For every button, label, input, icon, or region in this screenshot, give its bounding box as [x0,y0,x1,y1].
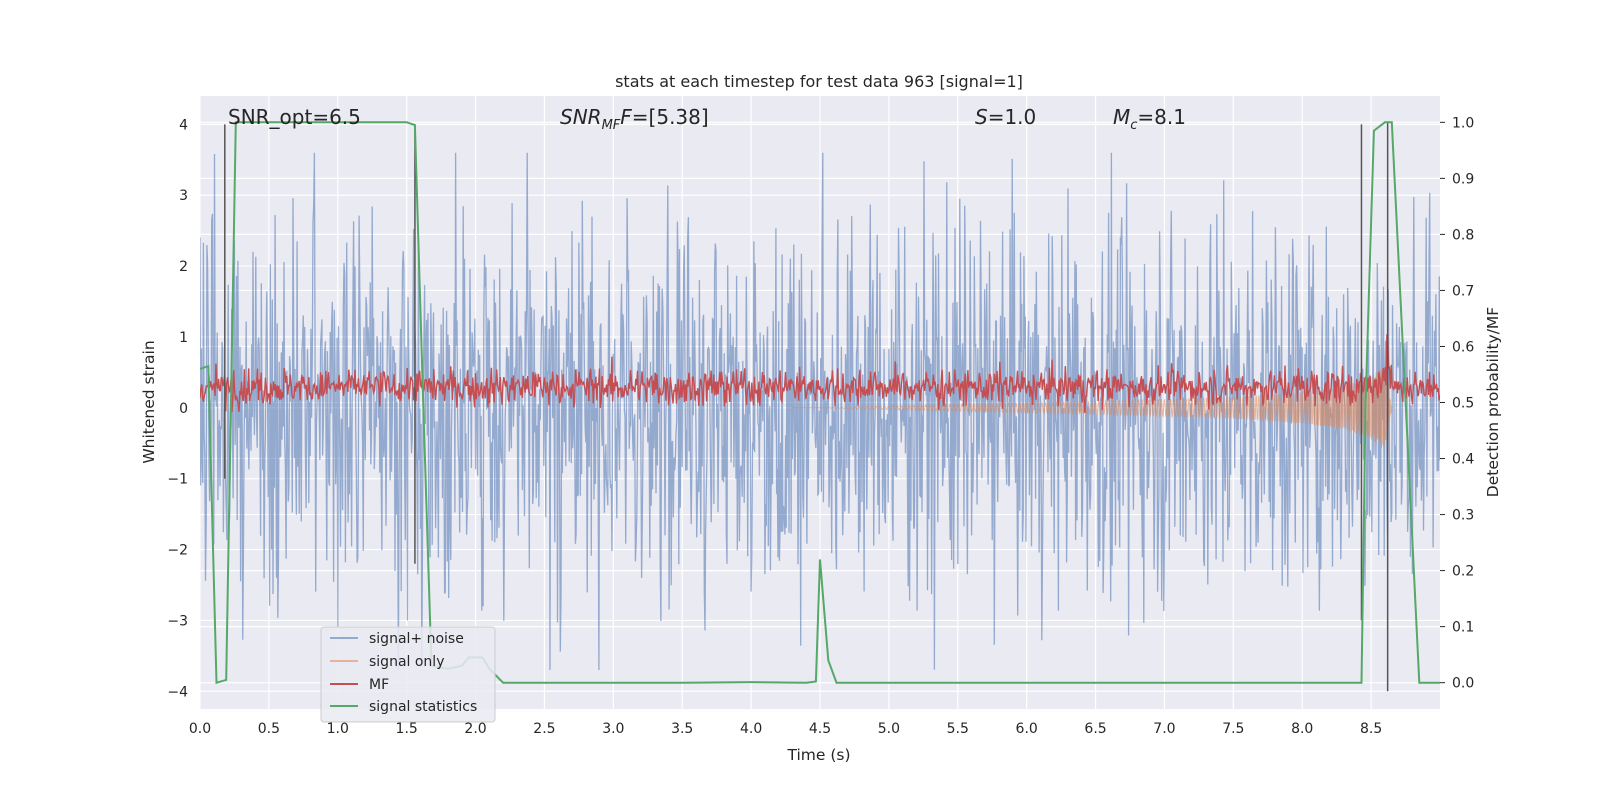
legend-box [320,626,496,723]
annotation-mc-sub: c [1130,118,1137,133]
legend-label-signal-noise: signal+ noise [369,631,464,647]
chart-title: stats at each timestep for test data 963… [615,72,1023,91]
annotation-mc-base: M [1113,105,1130,129]
y-left-tick-label: −3 [167,613,188,629]
x-tick-label: 5.0 [878,721,900,737]
x-tick-label: 8.5 [1360,721,1382,737]
annotation-snr-opt: SNR_opt=6.5 [228,105,361,129]
legend: signal+ noise signal only MF signal stat… [320,626,496,723]
series-signal-only-line [792,366,1394,449]
x-tick-label: 3.0 [602,721,624,737]
x-tick-label: 4.5 [809,721,831,737]
annotation-s: S=1.0 [975,105,1036,129]
y-right-tick-label: 0.8 [1452,227,1474,243]
y-left-tick-label: −2 [167,543,188,559]
x-tick-label: 0.5 [258,721,280,737]
data-layer [200,121,1440,692]
y-right-tick-label: 0.5 [1452,396,1474,412]
x-tick-label: 3.5 [671,721,693,737]
x-tick-label: 4.0 [740,721,762,737]
y-axis-label-right: Detection probability/MF [1484,307,1502,498]
y-left-tick-label: 2 [179,259,188,275]
annotation-snr-mf-sub: MF [602,118,621,133]
y-axis-label-left: Whitened strain [140,340,158,463]
legend-label-mf: MF [369,677,389,693]
series-signal-noise-line [200,152,1440,671]
annotation-snr-mf-f: F [620,105,632,129]
y-left-tick-label: 0 [179,401,188,417]
ticks: 0.0 0.5 1.0 1.5 2.0 2.5 3.0 3.5 4.0 4.5 5.0 5.5 6.0 6… [167,115,1474,737]
legend-label-signal-only: signal only [369,654,444,670]
y-right-tick-label: 1.0 [1452,115,1474,131]
annotation-s-symbol: S [975,105,988,129]
x-tick-label: 6.5 [1084,721,1106,737]
y-right-tick-label: 0.2 [1452,564,1474,580]
y-right-tick-label: 0.6 [1452,339,1474,355]
annotation-snr-mf-value: =[5.38] [632,105,709,129]
annotation-s-value: =1.0 [988,105,1037,129]
annotation-snr-mf: SNRMFF=[5.38] [560,105,709,133]
y-right-tick-label: 0.9 [1452,171,1474,187]
series-mf-line [200,334,1440,413]
annotation-snr-mf-base: SNR [560,105,602,129]
y-right-tick-label: 0.3 [1452,508,1474,524]
x-tick-label: 2.5 [533,721,555,737]
y-right-tick-label: 0.1 [1452,620,1474,636]
y-right-tick-label: 0.7 [1452,283,1474,299]
y-left-tick-label: −1 [167,472,188,488]
y-right-tick-label: 0.0 [1452,676,1474,692]
y-left-tick-label: 3 [179,188,188,204]
y-left-tick-label: −4 [167,684,188,700]
x-tick-label: 1.0 [327,721,349,737]
series-signal-statistics-line [200,121,1440,685]
x-tick-label: 2.0 [464,721,486,737]
y-left-tick-label: 4 [179,117,188,133]
x-tick-label: 8.0 [1291,721,1313,737]
y-left-tick-label: 1 [179,330,188,346]
x-tick-label: 6.0 [1016,721,1038,737]
annotation-mc: Mc=8.1 [1113,105,1186,133]
x-tick-label: 1.5 [396,721,418,737]
x-tick-label: 0.0 [189,721,211,737]
legend-label-signal-statistics: signal statistics [369,699,477,715]
x-tick-label: 7.0 [1153,721,1175,737]
annotation-mc-value: =8.1 [1137,105,1186,129]
x-axis-label: Time (s) [786,746,850,764]
x-tick-label: 5.5 [947,721,969,737]
y-right-tick-label: 0.4 [1452,452,1474,468]
x-tick-label: 7.5 [1222,721,1244,737]
